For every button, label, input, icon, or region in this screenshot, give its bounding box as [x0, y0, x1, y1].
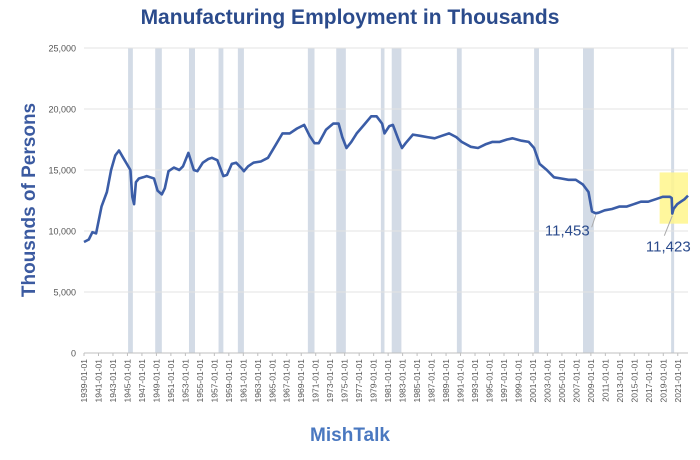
x-tick-label: 1967-01-01 [282, 359, 292, 403]
x-tick-label: 1965-01-01 [267, 359, 277, 403]
x-tick-label: 1969-01-01 [296, 359, 306, 403]
recession-band [218, 48, 224, 353]
recession-band [583, 48, 594, 353]
x-tick-label: 1987-01-01 [427, 359, 437, 403]
series-line [83, 115, 689, 244]
annotation-label: 11,423 [646, 239, 691, 256]
x-tick-label: 2007-01-01 [571, 359, 581, 403]
x-tick-label: 1959-01-01 [224, 359, 234, 403]
recession-band [336, 48, 346, 353]
y-tick-label: 10,000 [48, 227, 76, 237]
gridlines [84, 47, 688, 354]
recession-band [128, 48, 133, 353]
x-tick-label: 1989-01-01 [441, 359, 451, 403]
x-tick-label: 1947-01-01 [137, 359, 147, 403]
annotation-leader [663, 215, 673, 236]
x-tick-label: 2017-01-01 [644, 359, 654, 403]
x-tick-label: 1953-01-01 [180, 359, 190, 403]
x-tick-label: 1961-01-01 [238, 359, 248, 403]
x-tick-label: 1957-01-01 [209, 359, 219, 403]
x-tick-label: 1977-01-01 [354, 359, 364, 403]
x-tick-label: 1985-01-01 [412, 359, 422, 403]
x-tick-label: 1997-01-01 [499, 359, 509, 403]
x-tick-label: 1955-01-01 [195, 359, 205, 403]
x-tick-label: 1973-01-01 [325, 359, 335, 403]
y-tick-label: 0 [71, 349, 76, 359]
x-tick-label: 1949-01-01 [151, 359, 161, 403]
y-tick-label: 20,000 [48, 105, 76, 115]
x-tick-label: 2015-01-01 [629, 359, 639, 403]
x-tick-labels: 1939-01-01 1941-01-01 1943-01-01 1945-01-01… [79, 353, 683, 402]
y-tick-label: 15,000 [48, 166, 76, 176]
recession-band [534, 48, 539, 353]
x-tick-label: 1971-01-01 [311, 359, 321, 403]
x-tick-label: 1951-01-01 [166, 359, 176, 403]
recession-band [155, 48, 162, 353]
x-tick-label: 2011-01-01 [600, 359, 610, 402]
x-tick-label: 2005-01-01 [557, 359, 567, 403]
x-tick-label: 1993-01-01 [470, 359, 480, 403]
annotation-leader [591, 215, 597, 228]
x-tick-label: 2003-01-01 [542, 359, 552, 403]
x-tick-label: 1995-01-01 [484, 359, 494, 403]
x-tick-label: 1981-01-01 [383, 359, 393, 403]
x-axis-label: MishTalk [310, 425, 390, 446]
x-tick-label: 1943-01-01 [108, 359, 118, 403]
recession-band [456, 48, 462, 353]
x-tick-label: 2009-01-01 [586, 359, 596, 403]
annotation-label: 11,453 [545, 222, 590, 239]
x-tick-label: 1979-01-01 [369, 359, 379, 403]
x-tick-label: 1999-01-01 [513, 359, 523, 403]
x-tick-label: 1941-01-01 [93, 359, 103, 403]
x-tick-label: 1975-01-01 [340, 359, 350, 403]
x-tick-label: 1991-01-01 [456, 359, 466, 403]
y-tick-labels: 0 5,000 10,000 15,000 20,000 25,000 [48, 44, 76, 359]
recession-band [188, 48, 195, 353]
x-tick-label: 2021-01-01 [673, 359, 683, 403]
recession-band [237, 48, 244, 353]
y-tick-label: 5,000 [53, 288, 76, 298]
y-tick-label: 25,000 [48, 44, 76, 54]
recession-bands [128, 48, 675, 353]
x-tick-label: 2001-01-01 [528, 359, 538, 403]
recession-band [307, 48, 315, 353]
chart-title: Manufacturing Employment in Thousands [140, 6, 560, 29]
x-tick-label: 2013-01-01 [615, 359, 625, 403]
x-tick-label: 1963-01-01 [253, 359, 263, 403]
x-tick-label: 2019-01-01 [658, 359, 668, 403]
x-tick-label: 1939-01-01 [79, 359, 89, 403]
x-tick-label: 1945-01-01 [122, 359, 132, 403]
recession-band [391, 48, 402, 353]
annotations: 11,453 11,423 [545, 215, 691, 256]
series-line-path [83, 115, 689, 244]
recession-band [380, 48, 385, 353]
x-tick-label: 1983-01-01 [398, 359, 408, 403]
